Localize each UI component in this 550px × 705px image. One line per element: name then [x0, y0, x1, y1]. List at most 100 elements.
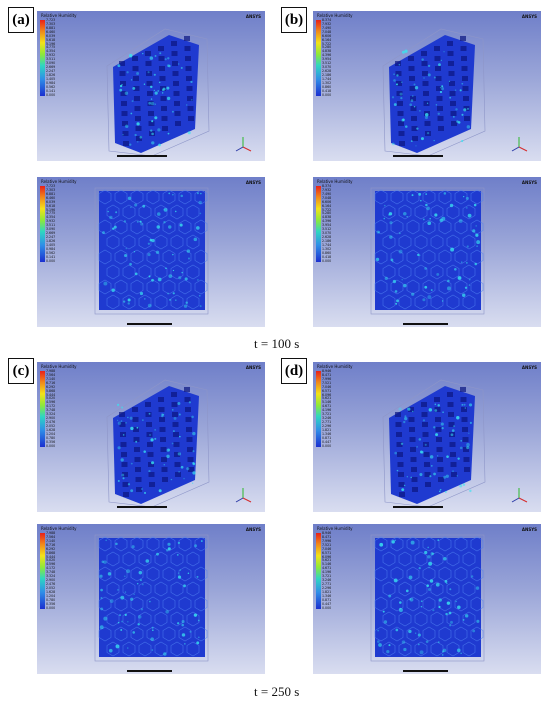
- scale-bar: [403, 670, 448, 672]
- legend-title: Relative Humidity: [317, 526, 353, 531]
- panel-a-front-view: Relative Humidity 7.723 7.303 6.881 6.460 6.…: [37, 177, 265, 327]
- colorbar: [316, 20, 321, 96]
- colorbar-tick-label: 7.521: [322, 542, 332, 547]
- colorbar: [316, 533, 321, 609]
- colorbar-tick-label: 1.302: [322, 80, 332, 85]
- colorbar-tick-label: 4.838: [322, 215, 332, 220]
- colorbar-tick-label: 6.096: [322, 554, 332, 559]
- colorbar-tick-label: 6.571: [322, 550, 332, 555]
- colorbar-tick-label: 5.146: [322, 400, 332, 405]
- colorbar-tick-label: 2.052: [46, 585, 56, 590]
- colorbar-tick-label: 1.826: [46, 238, 56, 243]
- colorbar-tick-label: 0.356: [46, 439, 56, 444]
- colorbar: [316, 186, 321, 262]
- colorbar-tick-label: 2.247: [46, 68, 56, 73]
- colorbar-tick-label: 2.296: [322, 585, 332, 590]
- colorbar-tick-label: 6.039: [46, 33, 56, 38]
- colorbar-tick-label: 5.444: [46, 554, 56, 559]
- isometric-mesh: [106, 28, 252, 157]
- colorbar-tick-label: 5.196: [46, 41, 56, 46]
- colorbar-tick-label: 0.860: [322, 84, 332, 89]
- colorbar-tick-label: 0.984: [46, 246, 56, 251]
- colorbar-tick-label: 3.324: [46, 412, 56, 417]
- colorbar-tick-label: 1.346: [322, 431, 332, 436]
- colorbar-ticks: 7.723 7.303 6.881 6.460 6.039 5.618 5.196 4.775…: [46, 184, 64, 263]
- panel-a-3d-view: Relative Humidity 7.723 7.303 6.881 6.460 6.…: [37, 11, 265, 161]
- ansys-logo: ANSYS: [245, 180, 261, 185]
- colorbar-tick-label: 4.196: [322, 408, 332, 413]
- panel-d-3d-view: Relative Humidity 8.946 8.471 7.996 7.521 7.…: [313, 362, 541, 512]
- isometric-mesh: [106, 379, 252, 508]
- colorbar: [40, 371, 45, 447]
- colorbar-tick-label: 5.618: [46, 203, 56, 208]
- colorbar-tick-label: 5.020: [46, 396, 56, 401]
- colorbar-tick-label: 2.771: [322, 581, 332, 586]
- colorbar-tick-label: 5.621: [322, 396, 332, 401]
- colorbar-tick-label: 5.280: [322, 45, 332, 50]
- colorbar-tick-label: 2.669: [46, 65, 56, 70]
- colorbar-tick-label: 2.669: [46, 231, 56, 236]
- panel-b-front-view: Relative Humidity 8.374 7.932 7.490 7.048 6.…: [313, 177, 541, 327]
- colorbar-tick-label: 5.618: [46, 37, 56, 42]
- colorbar-tick-label: 1.346: [322, 593, 332, 598]
- colorbar-tick-label: 2.186: [322, 72, 332, 77]
- colorbar-tick-label: 4.775: [46, 211, 56, 216]
- scale-bar: [403, 323, 448, 325]
- colorbar-tick-label: 3.954: [322, 223, 332, 228]
- colorbar-tick-label: 7.048: [322, 29, 332, 34]
- colorbar-tick-label: 6.460: [46, 29, 56, 34]
- front-mesh: [370, 187, 485, 315]
- colorbar-tick-label: 5.722: [322, 207, 332, 212]
- colorbar-tick-label: 8.374: [322, 18, 332, 22]
- colorbar-tick-label: 0.000: [322, 443, 332, 448]
- front-mesh: [94, 534, 209, 662]
- colorbar-tick-label: 1.302: [322, 246, 332, 251]
- colorbar-tick-label: 7.140: [46, 538, 56, 543]
- colorbar-tick-label: 6.292: [46, 546, 56, 551]
- ansys-logo: ANSYS: [521, 14, 537, 19]
- colorbar-tick-label: 0.871: [322, 435, 332, 440]
- colorbar-tick-label: 5.196: [46, 207, 56, 212]
- colorbar-tick-label: 2.186: [322, 238, 332, 243]
- colorbar-tick-label: 0.562: [46, 84, 56, 89]
- label-a: (a): [8, 7, 34, 33]
- ansys-logo: ANSYS: [245, 14, 261, 19]
- colorbar-tick-label: 0.000: [322, 605, 332, 610]
- colorbar-tick-label: 6.096: [322, 392, 332, 397]
- colorbar-tick-label: 7.996: [322, 538, 332, 543]
- colorbar-tick-label: 5.868: [46, 388, 56, 393]
- label-c: (c): [8, 358, 34, 384]
- colorbar-tick-label: 4.172: [46, 566, 56, 571]
- colorbar-tick-label: 8.471: [322, 372, 332, 377]
- colorbar-tick-label: 4.396: [322, 53, 332, 58]
- colorbar-tick-label: 4.354: [46, 49, 56, 54]
- colorbar-tick-label: 5.020: [46, 558, 56, 563]
- colorbar-tick-label: 7.303: [46, 21, 56, 26]
- colorbar-tick-label: 2.628: [322, 234, 332, 239]
- legend-title: Relative Humidity: [41, 179, 77, 184]
- colorbar-tick-label: 3.932: [46, 53, 56, 58]
- colorbar-tick-label: 2.628: [322, 68, 332, 73]
- colorbar-tick-label: 0.780: [46, 597, 56, 602]
- colorbar-tick-label: 3.324: [46, 574, 56, 579]
- colorbar-tick-label: 3.070: [322, 231, 332, 236]
- colorbar-tick-label: 7.046: [322, 384, 332, 389]
- colorbar: [40, 186, 45, 262]
- caption-t100: t = 100 s: [254, 336, 300, 351]
- colorbar-tick-label: 0.141: [46, 254, 56, 259]
- panel-c-3d-view: Relative Humidity 7.988 7.564 7.140 6.716 6.…: [37, 362, 265, 512]
- colorbar-tick-label: 5.280: [322, 211, 332, 216]
- colorbar-ticks: 8.946 8.471 7.996 7.521 7.046 6.571 6.096 5.621…: [322, 369, 340, 448]
- colorbar-tick-label: 4.775: [46, 45, 56, 50]
- ansys-logo: ANSYS: [521, 180, 537, 185]
- colorbar-tick-label: 1.744: [322, 76, 332, 81]
- colorbar-tick-label: 1.628: [46, 427, 56, 432]
- colorbar-tick-label: 1.628: [46, 589, 56, 594]
- colorbar-tick-label: 3.721: [322, 574, 332, 579]
- colorbar-tick-label: 0.418: [322, 88, 332, 93]
- colorbar-tick-label: 6.881: [46, 191, 56, 196]
- colorbar-tick-label: 1.744: [322, 242, 332, 247]
- colorbar-tick-label: 7.988: [46, 369, 56, 373]
- colorbar-tick-label: 1.821: [322, 427, 332, 432]
- colorbar-tick-label: 3.511: [46, 57, 56, 62]
